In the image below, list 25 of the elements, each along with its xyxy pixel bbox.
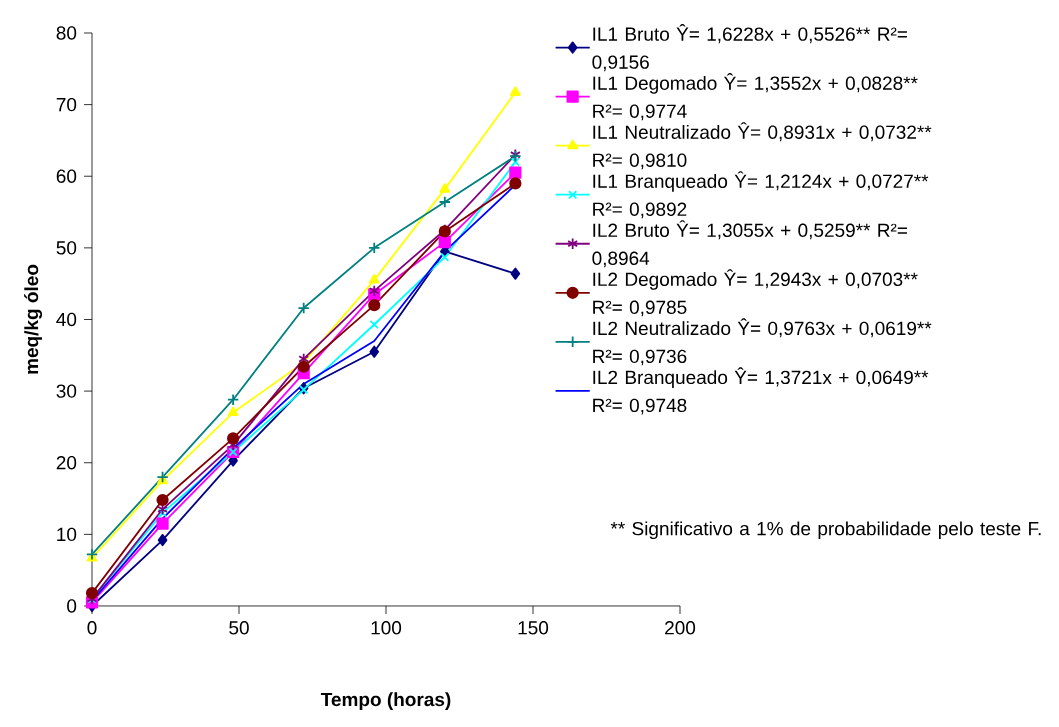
y-tick-label: 10 — [57, 527, 77, 542]
x-tick-label: 150 — [518, 621, 549, 635]
y-tick-label: 0 — [67, 599, 77, 613]
y-tick-label: 80 — [56, 26, 77, 40]
x-tick-label: 50 — [229, 621, 249, 635]
y-tick-label: 60 — [56, 169, 77, 183]
y-axis-title: meq/kg óleo — [24, 264, 43, 374]
legend-label: IL1 Neutralizado Ŷ= 0,8931x + 0,0732** R²= 0,9810 — [593, 122, 932, 170]
y-tick-label: 70 — [56, 97, 77, 112]
y-tick-label: 40 — [56, 312, 77, 327]
annotation: ** Significativo a 1% de probabilidade pelo teste F. — [610, 521, 1041, 540]
x-tick-label: 0 — [87, 621, 97, 635]
y-tick-label: 20 — [56, 456, 77, 470]
y-tick-label: 50 — [56, 241, 77, 255]
legend-label: IL1 Bruto Ŷ= 1,6228x + 0,5526** R²= 0,9156 — [592, 24, 907, 72]
legend-label: IL1 Branqueado Ŷ= 1,2124x + 0,0727** R²= 0,9892 — [593, 171, 929, 219]
y-tick-label: 30 — [56, 384, 77, 398]
x-tick-label: 100 — [371, 621, 402, 635]
legend-label: IL2 Branqueado Ŷ= 1,3721x + 0,0649** R²= 0,9748 — [593, 367, 929, 415]
x-axis-title: Tempo (horas) — [320, 692, 451, 710]
legend-label: IL2 Degomado Ŷ= 1,2943x + 0,0703** R²= 0,9785 — [593, 269, 918, 317]
legend-label: IL2 Neutralizado Ŷ= 0,9763x + 0,0619** R²= 0,9736 — [593, 318, 932, 366]
legend-label: IL1 Degomado Ŷ= 1,3552x + 0,0828** R²= 0,9774 — [593, 73, 918, 121]
legend-label: IL2 Bruto Ŷ= 1,3055x + 0,5259** R²= 0,8964 — [592, 220, 907, 268]
x-tick-label: 200 — [665, 621, 696, 635]
